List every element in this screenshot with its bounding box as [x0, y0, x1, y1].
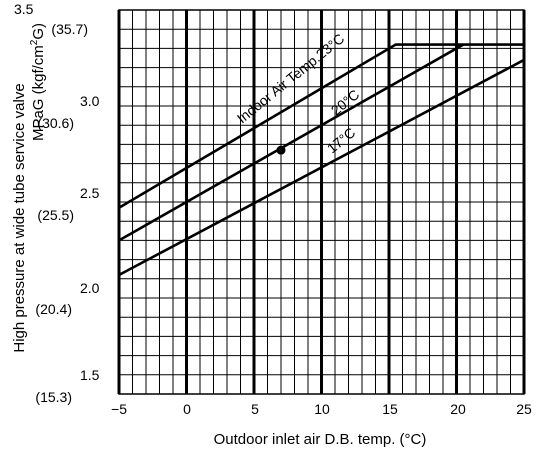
- chart-grid: [117, 9, 526, 395]
- x-tick-label: 10: [314, 401, 330, 417]
- y-tick-label-1.5: 1.5: [80, 367, 100, 383]
- series-label-23c: Indoor Air Temp.23°C: [234, 30, 347, 126]
- y-tick-label-2.0: 2.0: [80, 280, 100, 296]
- x-tick-label: 15: [382, 401, 398, 417]
- series-line-2: [118, 58, 525, 277]
- series-line-0: [118, 43, 524, 209]
- y-tick-kgf-3.5: 3.5: [14, 1, 34, 17]
- y-tick-kgf-2.0: (20.4): [35, 301, 72, 317]
- x-tick-label: 0: [183, 401, 191, 417]
- series-line-1: [118, 43, 464, 242]
- y-tick-label-2.5: 2.5: [80, 185, 100, 201]
- y-tick-kgf-2.5: (25.5): [37, 207, 74, 223]
- plot-frame: [118, 9, 525, 395]
- chart-series: [118, 43, 525, 277]
- x-tick-label: 5: [251, 401, 259, 417]
- x-tick-label: 25: [516, 401, 532, 417]
- x-tick-label: −5: [111, 401, 127, 417]
- series-label-20c: 20°C: [328, 86, 362, 118]
- x-tick-label: 20: [450, 401, 466, 417]
- y-tick-kgf-1.5: (15.3): [35, 389, 72, 405]
- y-tick-label-3.5: (35.7): [51, 21, 88, 37]
- y-axis-label-line2: MPaG (kgf/cm2G): [29, 23, 47, 141]
- y-tick-kgf-3.0: (30.6): [37, 115, 74, 131]
- x-axis-label: Outdoor inlet air D.B. temp. (°C): [214, 431, 427, 448]
- y-tick-label-3.0: 3.0: [80, 93, 100, 109]
- y-axis-label-line1: High pressure at wide tube service valve: [11, 83, 28, 352]
- data-point-marker: [276, 145, 286, 155]
